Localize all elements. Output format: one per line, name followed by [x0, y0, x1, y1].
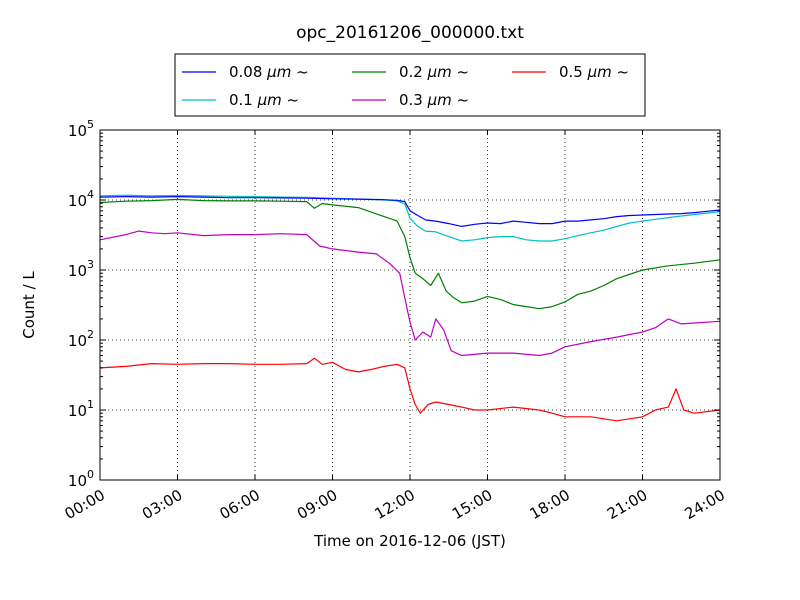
y-tick-base: 10	[68, 122, 87, 140]
legend-label-suffix: ~	[282, 91, 299, 109]
legend-label-unit: μm	[427, 63, 452, 81]
y-tick-base: 10	[68, 402, 87, 420]
legend-label: 0.2 μm ~	[399, 63, 469, 81]
legend-label-size: 0.3	[399, 91, 428, 109]
legend-item: 0.3 μm ~	[352, 91, 469, 109]
legend-label-unit: μm	[427, 91, 452, 109]
legend-item: 0.2 μm ~	[352, 63, 469, 81]
x-axis-label: Time on 2016-12-06 (JST)	[313, 532, 506, 550]
y-tick-label: 100	[68, 468, 94, 490]
legend-label-size: 0.08	[229, 63, 267, 81]
ticks	[99, 129, 721, 481]
y-tick-label: 105	[68, 118, 94, 140]
legend-label: 0.08 μm ~	[229, 63, 309, 81]
y-tick-exponent: 3	[87, 258, 94, 271]
series-layer	[99, 194, 721, 422]
legend-label-suffix: ~	[452, 91, 469, 109]
y-tick-label: 102	[68, 328, 94, 350]
y-tick-exponent: 0	[87, 468, 94, 481]
legend-label-unit: μm	[257, 91, 282, 109]
legend: 0.08 μm ~0.1 μm ~0.2 μm ~0.3 μm ~0.5 μm …	[174, 53, 646, 117]
y-axis-label: Count / L	[20, 271, 38, 339]
grid	[100, 130, 720, 480]
legend-label-unit: μm	[266, 63, 291, 81]
y-tick-base: 10	[68, 472, 87, 490]
series-line-0-3-um	[99, 230, 721, 357]
legend-label: 0.3 μm ~	[399, 91, 469, 109]
y-tick-exponent: 2	[87, 328, 94, 341]
series-line-0-2-um	[99, 198, 721, 310]
legend-label: 0.5 μm ~	[559, 63, 629, 81]
y-tick-exponent: 1	[87, 398, 94, 411]
y-tick-label: 104	[68, 188, 94, 210]
y-tick-label: 103	[68, 258, 94, 280]
legend-label-size: 0.5	[559, 63, 588, 81]
y-tick-base: 10	[68, 192, 87, 210]
legend-label-suffix: ~	[452, 63, 469, 81]
legend-label-suffix: ~	[291, 63, 308, 81]
series-line-0-5-um	[99, 357, 721, 422]
legend-label-size: 0.2	[399, 63, 428, 81]
legend-item: 0.5 μm ~	[512, 63, 629, 81]
y-tick-label: 101	[68, 398, 94, 420]
chart-title: opc_20161206_000000.txt	[296, 23, 524, 43]
legend-label-suffix: ~	[612, 63, 629, 81]
legend-label-unit: μm	[587, 63, 612, 81]
legend-item: 0.1 μm ~	[182, 91, 299, 109]
legend-box	[174, 53, 646, 117]
series-line-0-08-um	[99, 196, 721, 227]
y-tick-exponent: 4	[87, 188, 94, 201]
legend-label: 0.1 μm ~	[229, 91, 299, 109]
y-tick-base: 10	[68, 262, 87, 280]
legend-label-size: 0.1	[229, 91, 258, 109]
legend-item: 0.08 μm ~	[182, 63, 309, 81]
series-line-0-1-um	[99, 194, 721, 242]
y-tick-base: 10	[68, 332, 87, 350]
y-tick-exponent: 5	[87, 118, 94, 131]
